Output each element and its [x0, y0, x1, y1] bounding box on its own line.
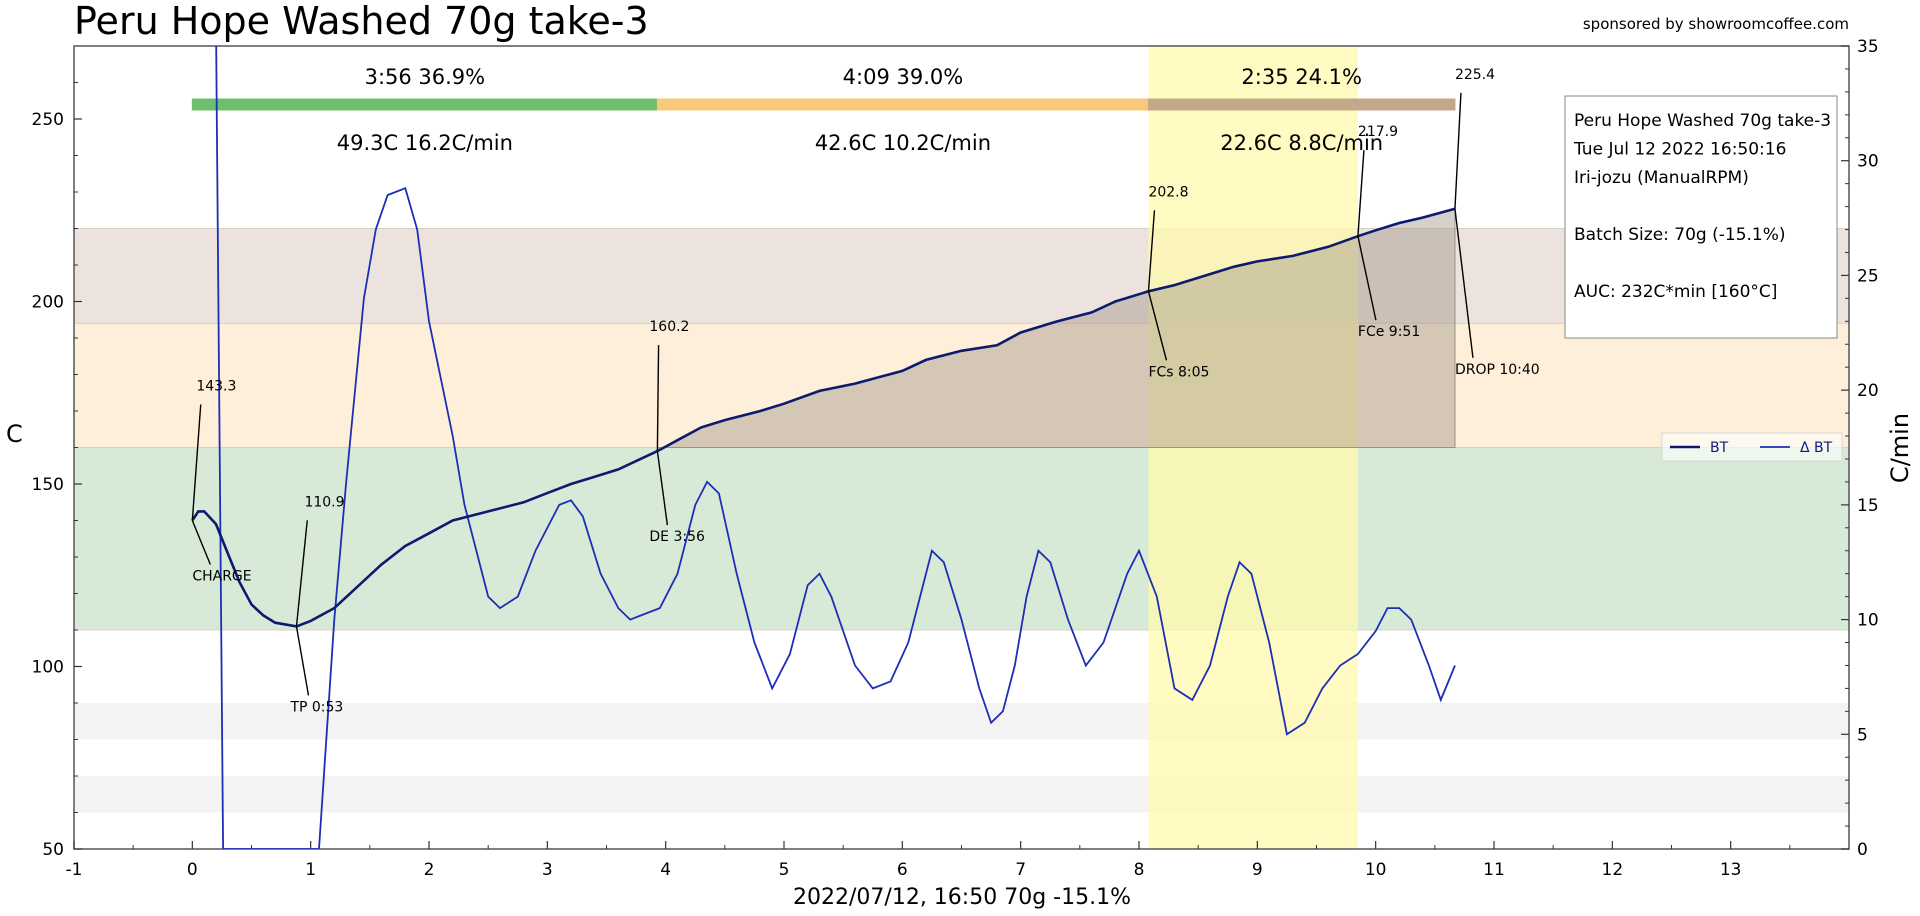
- x-tick-label: 0: [187, 860, 198, 880]
- event-pointer-up-4: [1357, 150, 1365, 237]
- x-tick-label: 8: [1134, 860, 1145, 880]
- x-axis-label: 2022/07/12, 16:50 70g -15.1%: [793, 885, 1131, 910]
- phase-bottom-label-2: 22.6C 8.8C/min: [1220, 131, 1383, 155]
- phase-top-label-1: 4:09 39.0%: [843, 65, 964, 89]
- event-pointer-up-0: [191, 404, 202, 521]
- bt-line: [191, 207, 1456, 628]
- event-pointer-up-5: [1454, 92, 1462, 209]
- x-tick-label: 13: [1720, 860, 1742, 880]
- event-label-2: DE 3:56: [649, 529, 705, 545]
- band-0: [74, 447, 1849, 630]
- event-label-4: FCe 9:51: [1358, 324, 1420, 340]
- y2-tick-label: 15: [1857, 496, 1879, 516]
- y-axis-label: C: [6, 420, 23, 448]
- x-tick-label: 7: [1015, 860, 1026, 880]
- y-tick-label: 150: [32, 475, 64, 495]
- event-label-3: FCs 8:05: [1148, 364, 1209, 380]
- y2-tick-label: 0: [1857, 840, 1868, 860]
- event-label-0: CHARGE: [192, 569, 251, 585]
- series-lines: [191, 46, 1456, 849]
- y2-tick-label: 25: [1857, 266, 1879, 286]
- band-2: [74, 228, 1849, 324]
- info-line: Iri-jozu (ManualRPM): [1574, 168, 1749, 188]
- legend-bt-label: BT: [1710, 440, 1729, 456]
- legend: BT Δ BT: [1661, 432, 1843, 462]
- axes: -1 0 1 2 3 4 5 6 7 8 9 10 11 12 1350100150200250051015…: [32, 37, 1879, 880]
- x-tick-label: 3: [542, 860, 553, 880]
- background-bands: [74, 228, 1849, 813]
- ror-line: [215, 46, 1456, 849]
- y-tick-label: 250: [32, 110, 64, 130]
- info-line: Tue Jul 12 2022 16:50:16: [1573, 140, 1786, 160]
- y2-tick-label: 35: [1857, 37, 1879, 57]
- phase-bars: 3:56 36.9% 49.3C 16.2C/min 4:09 39.0% 42.6C…: [191, 65, 1456, 155]
- info-line: Peru Hope Washed 70g take-3: [1574, 111, 1831, 131]
- band-4: [74, 776, 1849, 813]
- x-tick-label: 11: [1483, 860, 1505, 880]
- phase-top-label-0: 3:56 36.9%: [365, 65, 486, 89]
- x-tick-label: -1: [66, 860, 83, 880]
- event-pointer-down-4: [1357, 236, 1377, 321]
- phase-bottom-label-0: 49.3C 16.2C/min: [337, 131, 513, 155]
- event-pointer-down-1: [295, 626, 310, 696]
- event-label-5: DROP 10:40: [1455, 362, 1540, 378]
- info-box-frame: [1564, 95, 1838, 339]
- band-1: [74, 323, 1849, 448]
- legend-ror-label: Δ BT: [1800, 440, 1833, 456]
- event-value-5: 225.4: [1455, 67, 1495, 83]
- x-tick-label: 9: [1252, 860, 1263, 880]
- phase-bottom-label-1: 42.6C 10.2C/min: [815, 131, 991, 155]
- event-pointer-up-2: [656, 345, 660, 452]
- x-tick-label: 6: [897, 860, 908, 880]
- event-value-4: 217.9: [1358, 124, 1398, 140]
- phase-bar-2: [1147, 98, 1456, 111]
- y2-tick-label: 30: [1857, 152, 1879, 172]
- phase-bar-1: [656, 98, 1149, 111]
- y-tick-label: 100: [32, 658, 64, 678]
- event-pointer-up-3: [1147, 210, 1156, 292]
- info-box: Peru Hope Washed 70g take-3 Tue Jul 12 20…: [1564, 95, 1838, 339]
- y-tick-label: 200: [32, 293, 64, 313]
- event-pointer-down-5: [1454, 208, 1474, 358]
- event-pointer-up-1: [295, 520, 308, 627]
- x-tick-label: 2: [424, 860, 435, 880]
- event-value-0: 143.3: [196, 379, 236, 395]
- phase-top-label-2: 2:35 24.1%: [1241, 65, 1362, 89]
- event-pointer-down-3: [1147, 291, 1168, 361]
- x-tick-label: 4: [660, 860, 671, 880]
- info-line: AUC: 232C*min [160°C]: [1574, 282, 1777, 302]
- sponsor-text: sponsored by showroomcoffee.com: [1583, 15, 1849, 33]
- y2-axis-label: C/min: [1886, 413, 1914, 483]
- y2-tick-label: 20: [1857, 381, 1879, 401]
- phase-bar-0: [191, 98, 658, 111]
- x-tick-label: 10: [1365, 860, 1387, 880]
- y2-tick-label: 5: [1857, 725, 1868, 745]
- event-value-3: 202.8: [1148, 184, 1188, 200]
- x-tick-label: 5: [779, 860, 790, 880]
- event-pointer-down-0: [191, 520, 211, 565]
- event-label-1: TP 0:53: [289, 699, 343, 715]
- event-value-1: 110.9: [304, 494, 344, 510]
- band-3: [74, 703, 1849, 740]
- y2-tick-label: 10: [1857, 611, 1879, 631]
- chart-title: Peru Hope Washed 70g take-3: [74, 0, 649, 43]
- event-value-2: 160.2: [649, 319, 689, 335]
- info-line: Batch Size: 70g (-15.1%): [1574, 225, 1786, 245]
- y-tick-label: 50: [42, 840, 64, 860]
- x-tick-label: 1: [305, 860, 316, 880]
- x-tick-label: 12: [1602, 860, 1624, 880]
- event-annotations: 143.3 CHARGE 110.9 TP 0:53 160.2 DE 3:56 202.8…: [191, 67, 1540, 715]
- event-pointer-down-2: [656, 451, 669, 526]
